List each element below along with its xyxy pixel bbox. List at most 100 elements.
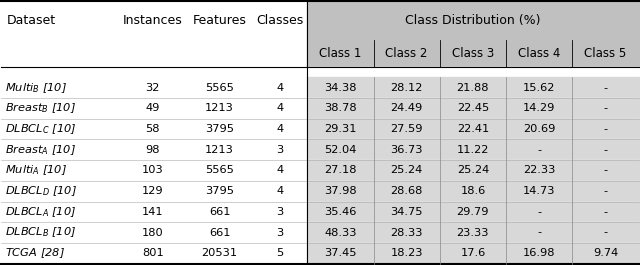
Bar — [1, 139, 639, 160]
Text: $DLBCL_C$ [10]: $DLBCL_C$ [10] — [5, 122, 77, 136]
Text: 32: 32 — [145, 83, 160, 93]
Text: -: - — [604, 207, 607, 217]
Text: -: - — [537, 207, 541, 217]
Text: 661: 661 — [209, 228, 230, 237]
Text: 98: 98 — [145, 145, 160, 155]
Text: Class Distribution (%): Class Distribution (%) — [405, 14, 541, 27]
Text: 25.24: 25.24 — [457, 166, 489, 175]
Bar — [307, 243, 639, 264]
Text: 18.6: 18.6 — [460, 186, 486, 196]
Text: 35.46: 35.46 — [324, 207, 356, 217]
Text: 17.6: 17.6 — [460, 248, 486, 258]
Text: 23.33: 23.33 — [457, 228, 489, 237]
Text: Dataset: Dataset — [6, 14, 56, 27]
Bar — [307, 160, 639, 181]
Text: 3: 3 — [276, 228, 284, 237]
Bar — [1, 243, 639, 264]
Bar — [307, 77, 639, 98]
Bar — [307, 1, 639, 40]
Text: Class 4: Class 4 — [518, 47, 561, 60]
Text: $TCGA$ [28]: $TCGA$ [28] — [5, 246, 65, 260]
Bar — [1, 202, 639, 222]
Text: 4: 4 — [276, 103, 284, 113]
Text: 5: 5 — [276, 248, 284, 258]
Text: 14.73: 14.73 — [523, 186, 556, 196]
Text: 29.79: 29.79 — [457, 207, 489, 217]
Text: 11.22: 11.22 — [457, 145, 489, 155]
Text: 25.24: 25.24 — [390, 166, 423, 175]
Text: -: - — [604, 103, 607, 113]
Text: Classes: Classes — [257, 14, 304, 27]
Bar — [1, 222, 639, 243]
Bar — [1, 67, 639, 77]
Text: -: - — [537, 228, 541, 237]
Text: -: - — [604, 124, 607, 134]
Text: $Breast_A$ [10]: $Breast_A$ [10] — [5, 143, 76, 157]
Bar — [1, 98, 639, 119]
Bar — [1, 1, 307, 40]
Text: 49: 49 — [145, 103, 160, 113]
Text: -: - — [604, 145, 607, 155]
Text: 48.33: 48.33 — [324, 228, 356, 237]
Bar — [1, 40, 307, 67]
Text: 27.18: 27.18 — [324, 166, 356, 175]
Text: 22.45: 22.45 — [457, 103, 489, 113]
Bar — [1, 160, 639, 181]
Text: $Multi_B$ [10]: $Multi_B$ [10] — [5, 81, 67, 95]
Text: 34.75: 34.75 — [390, 207, 423, 217]
Text: 1213: 1213 — [205, 145, 234, 155]
Text: 801: 801 — [142, 248, 164, 258]
Text: 20.69: 20.69 — [523, 124, 556, 134]
Text: 4: 4 — [276, 166, 284, 175]
Bar — [307, 139, 639, 160]
Text: Instances: Instances — [123, 14, 182, 27]
Text: 52.04: 52.04 — [324, 145, 356, 155]
Text: 29.31: 29.31 — [324, 124, 356, 134]
Text: -: - — [604, 228, 607, 237]
Text: 661: 661 — [209, 207, 230, 217]
Text: 4: 4 — [276, 124, 284, 134]
Text: 28.12: 28.12 — [390, 83, 423, 93]
Text: 37.45: 37.45 — [324, 248, 356, 258]
Text: 4: 4 — [276, 83, 284, 93]
Text: Class 2: Class 2 — [385, 47, 428, 60]
Text: 28.68: 28.68 — [390, 186, 423, 196]
Bar — [1, 181, 639, 202]
Text: 180: 180 — [142, 228, 164, 237]
Text: 22.33: 22.33 — [523, 166, 556, 175]
Text: 38.78: 38.78 — [324, 103, 356, 113]
Text: $DLBCL_A$ [10]: $DLBCL_A$ [10] — [5, 205, 77, 219]
Text: Features: Features — [193, 14, 246, 27]
Bar — [307, 181, 639, 202]
Text: -: - — [604, 83, 607, 93]
Bar — [307, 119, 639, 139]
Text: 37.98: 37.98 — [324, 186, 356, 196]
Text: 3795: 3795 — [205, 186, 234, 196]
Text: 141: 141 — [142, 207, 164, 217]
Text: 3795: 3795 — [205, 124, 234, 134]
Text: -: - — [537, 145, 541, 155]
Text: 1213: 1213 — [205, 103, 234, 113]
Bar — [307, 202, 639, 222]
Text: Class 1: Class 1 — [319, 47, 362, 60]
Text: 9.74: 9.74 — [593, 248, 618, 258]
Text: 16.98: 16.98 — [523, 248, 556, 258]
Text: 129: 129 — [142, 186, 164, 196]
Bar — [307, 98, 639, 119]
Bar — [1, 77, 639, 98]
Bar — [307, 222, 639, 243]
Text: 20531: 20531 — [202, 248, 237, 258]
Text: 5565: 5565 — [205, 166, 234, 175]
Text: 18.23: 18.23 — [390, 248, 423, 258]
Text: $DLBCL_D$ [10]: $DLBCL_D$ [10] — [5, 184, 77, 198]
Text: 3: 3 — [276, 145, 284, 155]
Text: $Multi_A$ [10]: $Multi_A$ [10] — [5, 164, 67, 177]
Text: 4: 4 — [276, 186, 284, 196]
Text: 36.73: 36.73 — [390, 145, 423, 155]
Text: 24.49: 24.49 — [390, 103, 423, 113]
Bar — [1, 119, 639, 139]
Text: -: - — [604, 186, 607, 196]
Text: 103: 103 — [142, 166, 164, 175]
Text: 27.59: 27.59 — [390, 124, 423, 134]
Text: 34.38: 34.38 — [324, 83, 356, 93]
